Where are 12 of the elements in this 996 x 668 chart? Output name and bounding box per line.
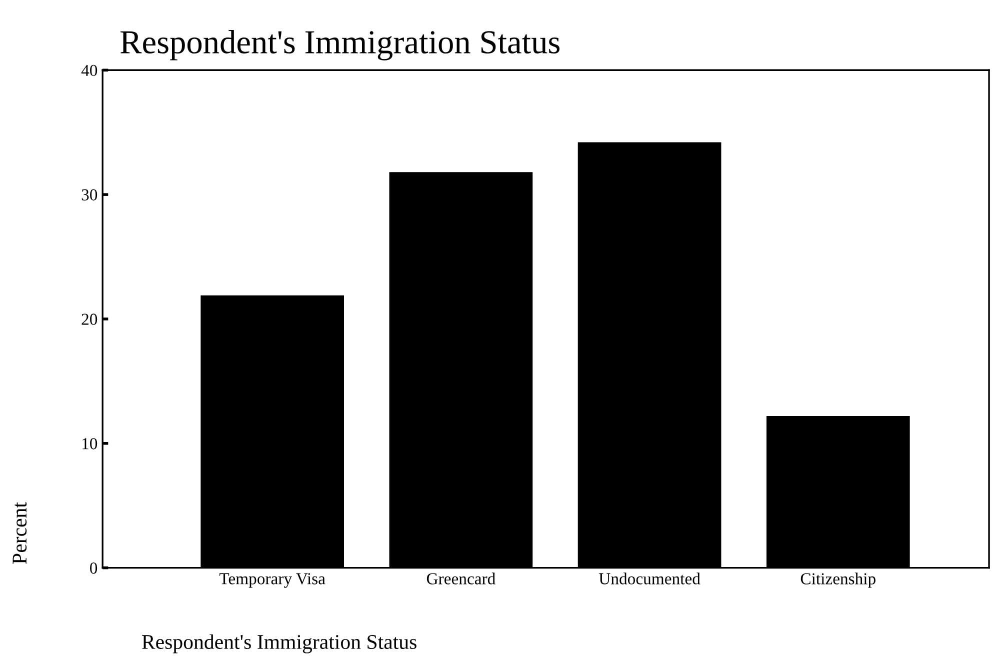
- y-tick-label: 40: [81, 64, 98, 76]
- x-tick-label: Greencard: [426, 572, 496, 584]
- x-axis-title: Respondent's Immigration Status: [142, 634, 416, 654]
- y-tick-label: 30: [82, 189, 98, 200]
- x-tick-label: Temporary Visa: [219, 573, 326, 588]
- y-tick-label: 20: [82, 314, 98, 325]
- chart-title: Respondent's Immigration Status: [120, 30, 560, 60]
- y-axis-title: Percent: [12, 502, 27, 564]
- x-tick-label: Undocumented: [598, 572, 700, 584]
- y-tick-label: 0: [90, 562, 98, 574]
- y-tick-label: 10: [82, 438, 98, 450]
- x-tick-label: Citizenship: [800, 572, 876, 588]
